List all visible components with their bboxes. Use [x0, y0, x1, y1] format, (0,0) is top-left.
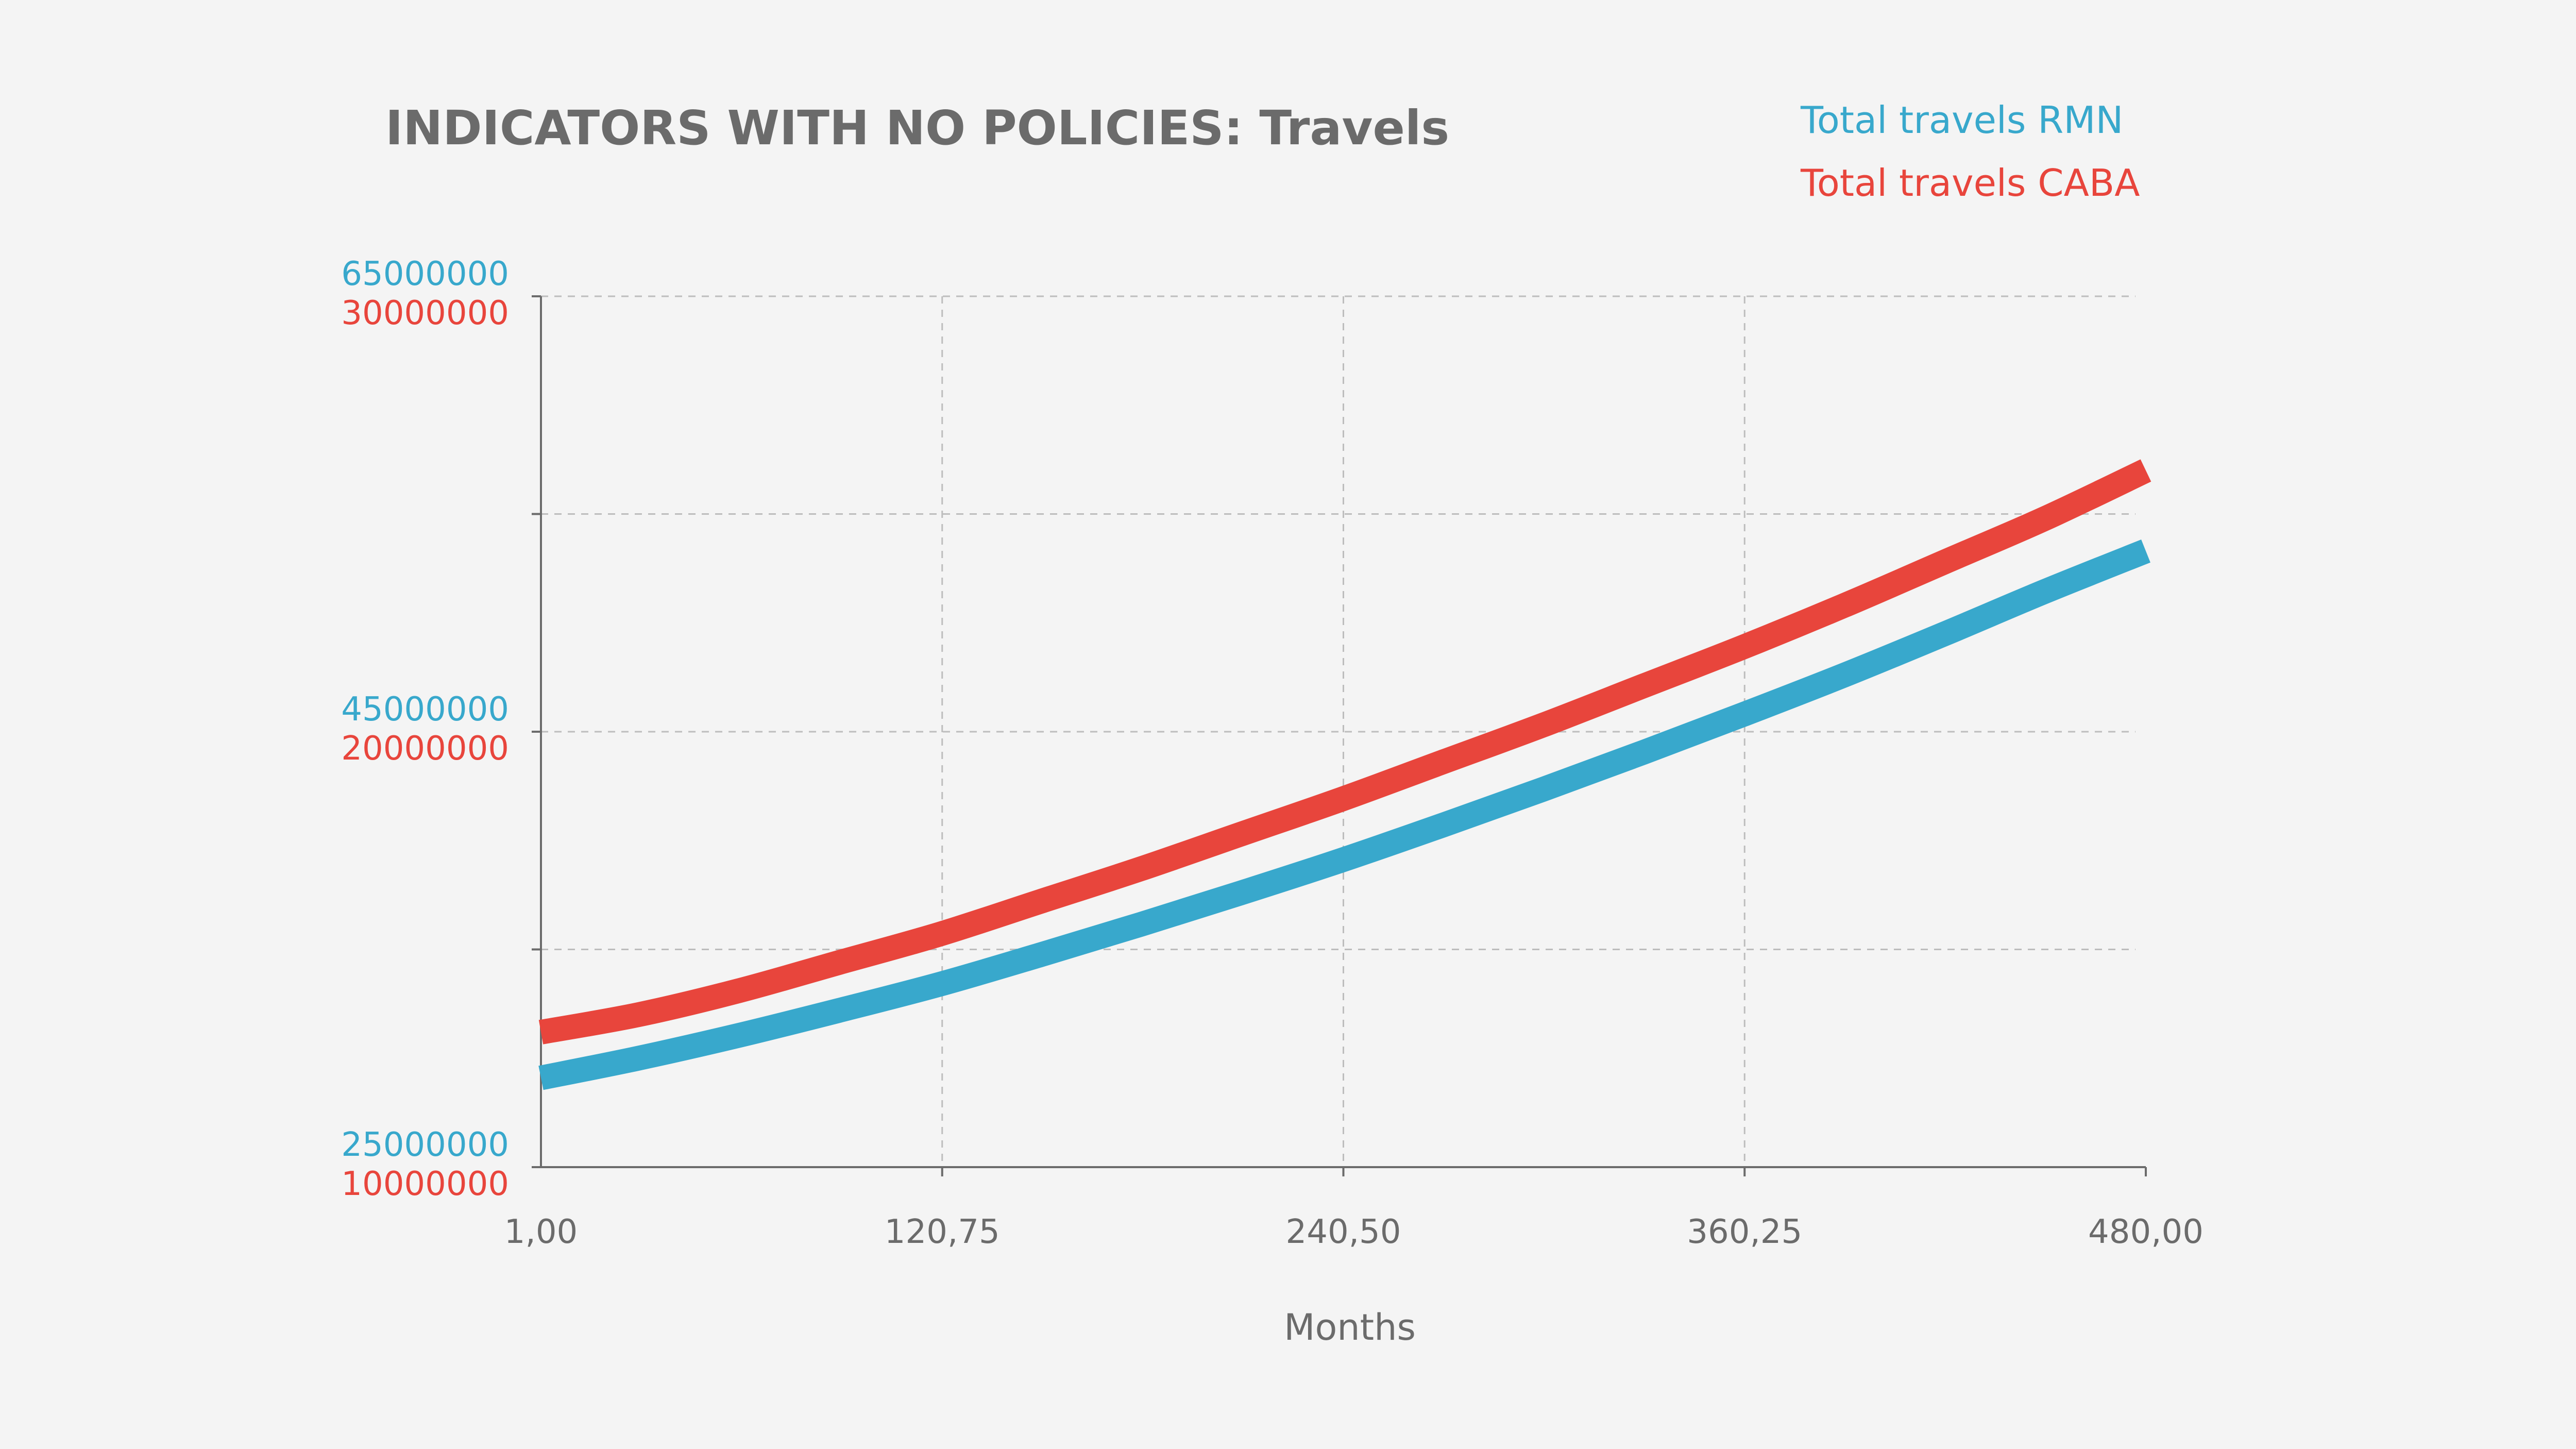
- x-tick-label: 1,00: [504, 1213, 578, 1251]
- legend-label-caba: Total travels CABA: [1800, 161, 2140, 205]
- y-tick-label-rmn: 65000000: [341, 255, 509, 293]
- series-line-caba: [538, 459, 2151, 1044]
- y-tick-label-caba: 20000000: [341, 730, 509, 768]
- x-tick-label: 240,50: [1286, 1213, 1401, 1251]
- labels: 1,00 120,75 240,50 360,25 480,00 250000001000…: [341, 255, 2204, 1251]
- x-tick-label: 120,75: [885, 1213, 1000, 1251]
- y-tick-label-rmn: 25000000: [341, 1126, 509, 1164]
- axes: [532, 295, 2147, 1176]
- x-axis-title: Months: [1284, 1306, 1416, 1349]
- y-tick-label-rmn: 45000000: [341, 690, 509, 729]
- x-tick-label: 480,00: [2088, 1213, 2204, 1251]
- x-tick-label: 360,25: [1687, 1213, 1802, 1251]
- y-tick-label-caba: 10000000: [341, 1165, 509, 1203]
- series-line-rmn: [538, 540, 2150, 1090]
- series: [538, 459, 2151, 1090]
- legend: Total travels RMN Total travels CABA: [1800, 98, 2140, 205]
- y-tick-label-caba: 30000000: [341, 294, 509, 332]
- legend-label-rmn: Total travels RMN: [1800, 98, 2123, 142]
- chart-title: INDICATORS WITH NO POLICIES: Travels: [385, 100, 1449, 156]
- grid: [541, 295, 2136, 1167]
